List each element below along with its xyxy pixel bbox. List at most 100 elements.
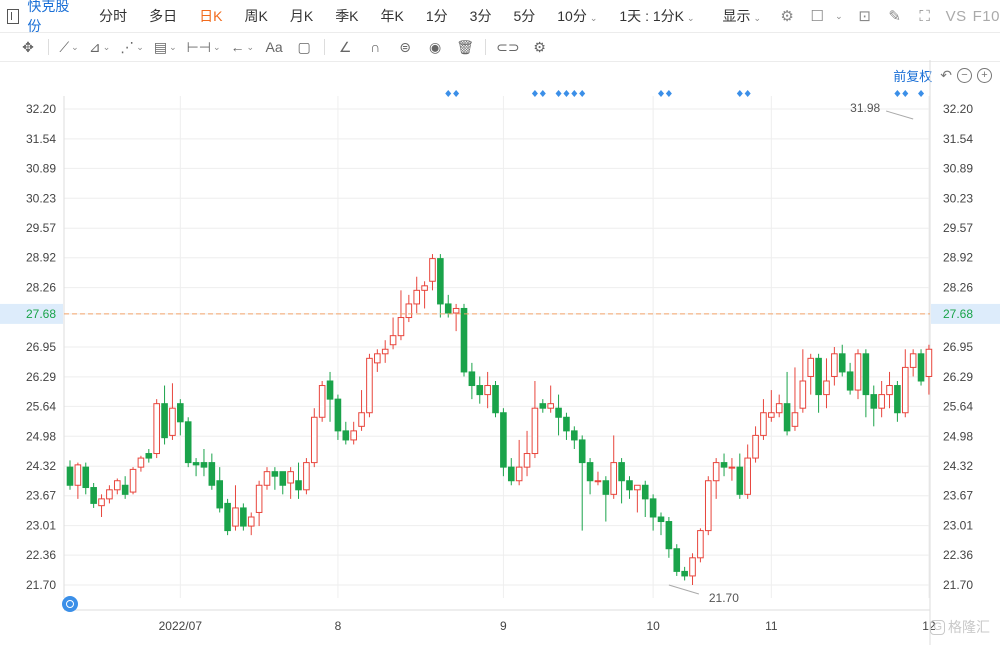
zoom-in-icon[interactable]: + (977, 68, 992, 83)
camera-icon[interactable]: ⊡ (858, 8, 871, 25)
note-icon[interactable]: ▢ (297, 38, 311, 55)
trash-icon[interactable]: 🗑 (456, 38, 474, 55)
event-marker-icon (445, 90, 452, 97)
pen-icon[interactable]: ✎ (888, 8, 901, 25)
candle-body (752, 434, 759, 459)
candle-body (437, 258, 444, 305)
adjust-label[interactable]: 前复权 (893, 69, 933, 84)
text-icon[interactable]: Aa (265, 39, 283, 55)
arc-icon[interactable]: ∩ (370, 39, 381, 55)
candle-body (775, 403, 783, 414)
display-menu[interactable]: 显示 ⌄ (723, 6, 762, 26)
watermark: G 格隆汇 (930, 617, 990, 637)
tab-period-7[interactable]: 1分 (426, 6, 448, 26)
x-tick-label: 8 (335, 619, 342, 633)
fullscreen-icon[interactable]: ⛶ (919, 7, 930, 25)
stock-name[interactable]: 快克股份 (27, 0, 70, 34)
watermark-logo: G (930, 619, 945, 635)
eye-icon[interactable]: ◉ (428, 38, 442, 55)
y-tick-label-right: 22.36 (943, 548, 973, 562)
y-tick-label-left: 29.57 (26, 221, 56, 235)
candle-body (720, 462, 728, 468)
candle-body (626, 480, 633, 491)
candle-body (823, 380, 830, 396)
candle-body (224, 502, 231, 532)
candle-body (208, 462, 216, 486)
tab-period-8[interactable]: 3分 (470, 6, 492, 26)
candle-body (760, 412, 767, 436)
candle-body (460, 307, 468, 373)
candle-body (106, 489, 113, 500)
layout-icon[interactable]: ☐ (810, 8, 824, 25)
gear-icon[interactable]: ⚙ (780, 8, 794, 25)
tab-period-3[interactable]: 周K (245, 6, 268, 26)
candle-body (878, 394, 885, 409)
tab-period-0[interactable]: 分时 (99, 6, 127, 26)
divider (485, 39, 487, 55)
cycle-icon[interactable]: ⊜ (399, 38, 411, 55)
y-tick-label-right: 24.32 (943, 459, 973, 473)
tab-period-1[interactable]: 多日 (149, 6, 177, 26)
undo-icon[interactable]: ↶ (940, 67, 952, 83)
candle-body (184, 421, 192, 464)
arrow-icon[interactable]: ← ⌄ (230, 39, 255, 55)
annotation-leader (668, 584, 700, 595)
tab-period-label: 1分 (425, 8, 448, 24)
tab-period-6[interactable]: 年K (381, 6, 404, 26)
event-marker-icon (571, 90, 578, 97)
candle-body (909, 353, 917, 368)
measure-icon[interactable]: ⊢⊣ ⌄ (186, 38, 221, 55)
candle-body (507, 466, 515, 482)
candle-body (641, 484, 649, 500)
tab-period-9[interactable]: 5分 (513, 6, 535, 26)
tab-period-label: 1天 : 1分K (619, 8, 684, 24)
divider (324, 39, 326, 55)
y-tick-label-right: 30.89 (943, 161, 973, 175)
candle-body (232, 507, 239, 527)
tab-period-10[interactable]: 10分 ⌄ (557, 6, 597, 26)
candle-body (129, 468, 137, 493)
chevron-down-icon[interactable]: ⌄ (835, 10, 843, 21)
y-tick-label-right: 29.57 (943, 221, 973, 235)
candle-body (121, 484, 129, 495)
y-tick-label-left: 21.70 (26, 578, 56, 592)
event-marker-icon (563, 90, 570, 97)
line-icon[interactable]: ⟋ ⌄ (59, 38, 79, 55)
candle-body (161, 403, 168, 439)
tab-period-11[interactable]: 1天 : 1分K ⌄ (619, 6, 694, 26)
candle-body (500, 412, 507, 468)
candle-body (405, 303, 413, 319)
current-price-label-bg-right (931, 303, 1000, 324)
tab-period-4[interactable]: 月K (290, 6, 313, 26)
candle-body (318, 385, 326, 418)
wave-icon[interactable]: ⋰ ⌄ (120, 38, 144, 55)
current-price-label-bg-left (0, 303, 63, 324)
vs-button[interactable]: VS (945, 7, 967, 25)
sidebar-toggle-icon[interactable] (7, 8, 20, 24)
f10-button[interactable]: F10 (972, 7, 1000, 25)
link-icon[interactable]: ⊂⊃ (496, 38, 520, 55)
candle-body (113, 480, 121, 491)
adjust-controls: 前复权 ↶ − + (893, 66, 992, 85)
settings-icon[interactable]: ⚙ (533, 38, 546, 55)
angle-icon[interactable]: ∠ (338, 38, 352, 55)
candle-body (539, 403, 547, 409)
candle-body (712, 462, 720, 482)
candle-body (279, 471, 287, 486)
candle-body (799, 380, 807, 409)
move-icon[interactable]: ✥ (22, 38, 34, 55)
tab-period-5[interactable]: 季K (335, 6, 358, 26)
candle-body (831, 353, 838, 377)
fib-icon[interactable]: ▤ ⌄ (153, 38, 177, 55)
y-tick-label-left: 30.23 (26, 191, 56, 205)
zoom-out-icon[interactable]: − (957, 68, 972, 83)
zoom-icon[interactable] (62, 596, 78, 612)
tab-period-2[interactable]: 日K (199, 6, 222, 26)
y-tick-label-left: 26.95 (26, 340, 56, 354)
event-marker-icon (658, 90, 664, 97)
divider (48, 39, 49, 55)
candle-body (303, 462, 310, 491)
chevron-down-icon: ⌄ (686, 13, 695, 23)
polyline-icon[interactable]: ⊿ ⌄ (89, 38, 111, 55)
